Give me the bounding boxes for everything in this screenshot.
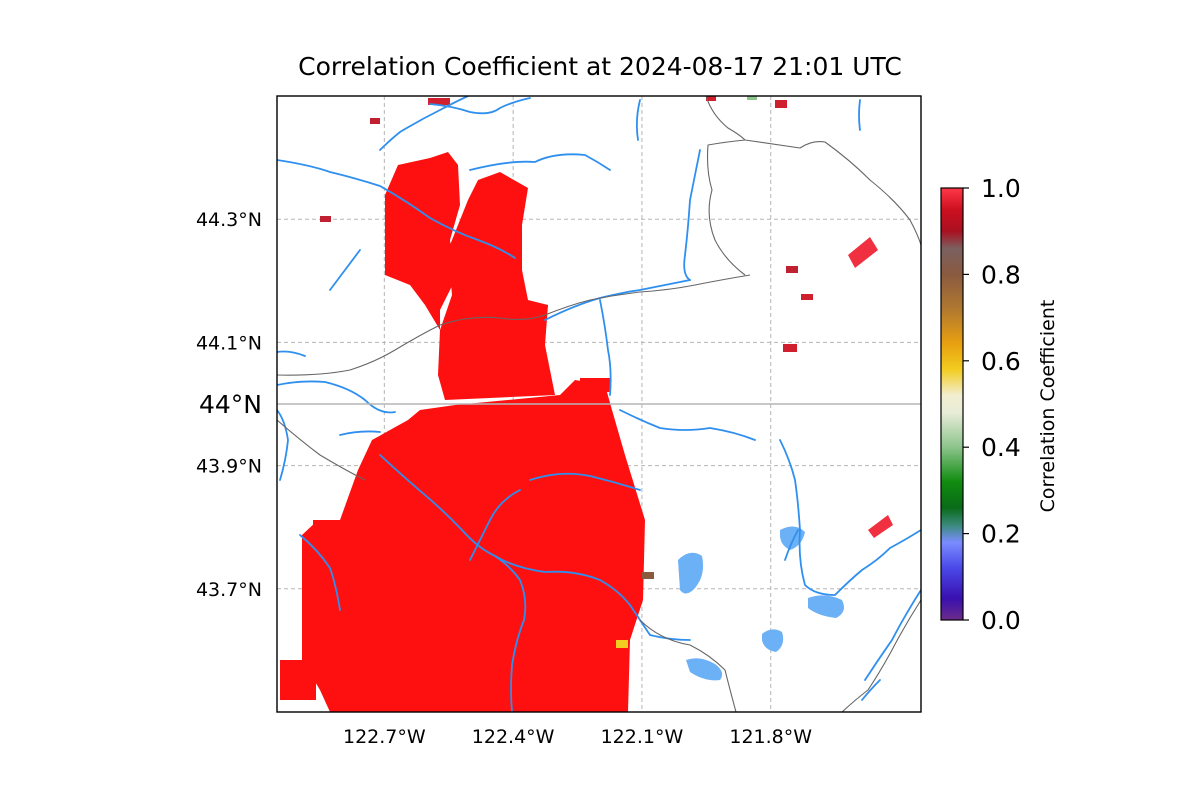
echo-cell [428,98,450,105]
lon-tick-label: 121.8°W [729,726,812,748]
colorbar [940,187,964,621]
river [329,249,361,291]
echo-northwest-lobe [385,152,460,330]
river [277,159,516,259]
echo-cell [706,96,716,101]
latitude-44-label: 44°N [199,390,262,419]
border-line [744,139,921,246]
river [619,409,756,441]
border-line [277,274,751,376]
border-line [277,419,366,481]
lon-tick-label: 122.4°W [472,726,555,748]
lake [678,552,704,594]
lake [762,629,784,652]
river [784,529,799,561]
river [339,430,381,436]
river [779,439,921,596]
lat-tick-label: 43.7°N [196,579,262,601]
river [683,149,701,281]
echo-cell [642,572,654,579]
river [277,350,306,357]
colorbar-tick-label: 0.6 [981,347,1021,376]
river [277,380,396,414]
echo-cell [320,216,331,222]
rivers [277,96,921,712]
map-title: Correlation Coefficient at 2024-08-17 21… [298,52,902,81]
river [469,153,611,171]
colorbar-ticks: 0.0 0.2 0.4 0.6 0.8 1.0 [963,174,1021,635]
river [299,534,341,611]
colorbar-tick-label: 0.8 [981,260,1021,289]
colorbar-label: Correlation Coefficient [1037,299,1059,513]
echo-edge-cell [313,520,358,542]
lake [686,658,723,681]
river [635,99,641,141]
border-line [841,599,921,712]
map-frame [276,95,922,713]
river [379,96,469,151]
echo-cell [783,344,797,352]
river [861,679,881,701]
colorbar-tick-label: 0.0 [981,606,1021,635]
colorbar-tick-label: 1.0 [981,174,1021,203]
border-line [639,619,737,712]
echo-cell [370,118,380,124]
colorbar-tick-label: 0.4 [981,433,1021,462]
river [429,97,531,115]
border-line [705,96,746,276]
echo-cell [868,515,893,538]
river [858,99,861,131]
lat-tick-label: 44.1°N [196,332,262,354]
river [469,489,521,561]
county-borders [277,96,921,712]
river [864,589,921,681]
echo-north-lobe [438,172,555,400]
tick-labels: 44.3°N 44.1°N 43.9°N 43.7°N 122.7°W 122.4°W 12… [196,209,812,748]
echo-edge-cell [280,660,316,700]
lake [808,595,844,618]
echo-edge-cell [580,378,610,392]
echo-cell [775,100,787,108]
echo-cell [747,96,757,100]
river [277,409,289,481]
lat-tick-label: 43.9°N [196,456,262,478]
echo-cell [616,640,628,648]
river [494,555,691,641]
lat-tick-label: 44.3°N [196,209,262,231]
colorbar-tick-label: 0.2 [981,520,1021,549]
lon-tick-label: 122.7°W [343,726,426,748]
river [544,279,691,321]
echo-cell [801,294,813,300]
river [599,299,612,396]
river [529,472,641,491]
colorbar-label-wrap: Correlation Coefficient [1034,196,1062,616]
lon-tick-label: 122.1°W [601,726,684,748]
river [379,454,527,712]
echo-cell [786,266,798,273]
echo-cell [848,237,878,268]
lakes [678,526,844,681]
